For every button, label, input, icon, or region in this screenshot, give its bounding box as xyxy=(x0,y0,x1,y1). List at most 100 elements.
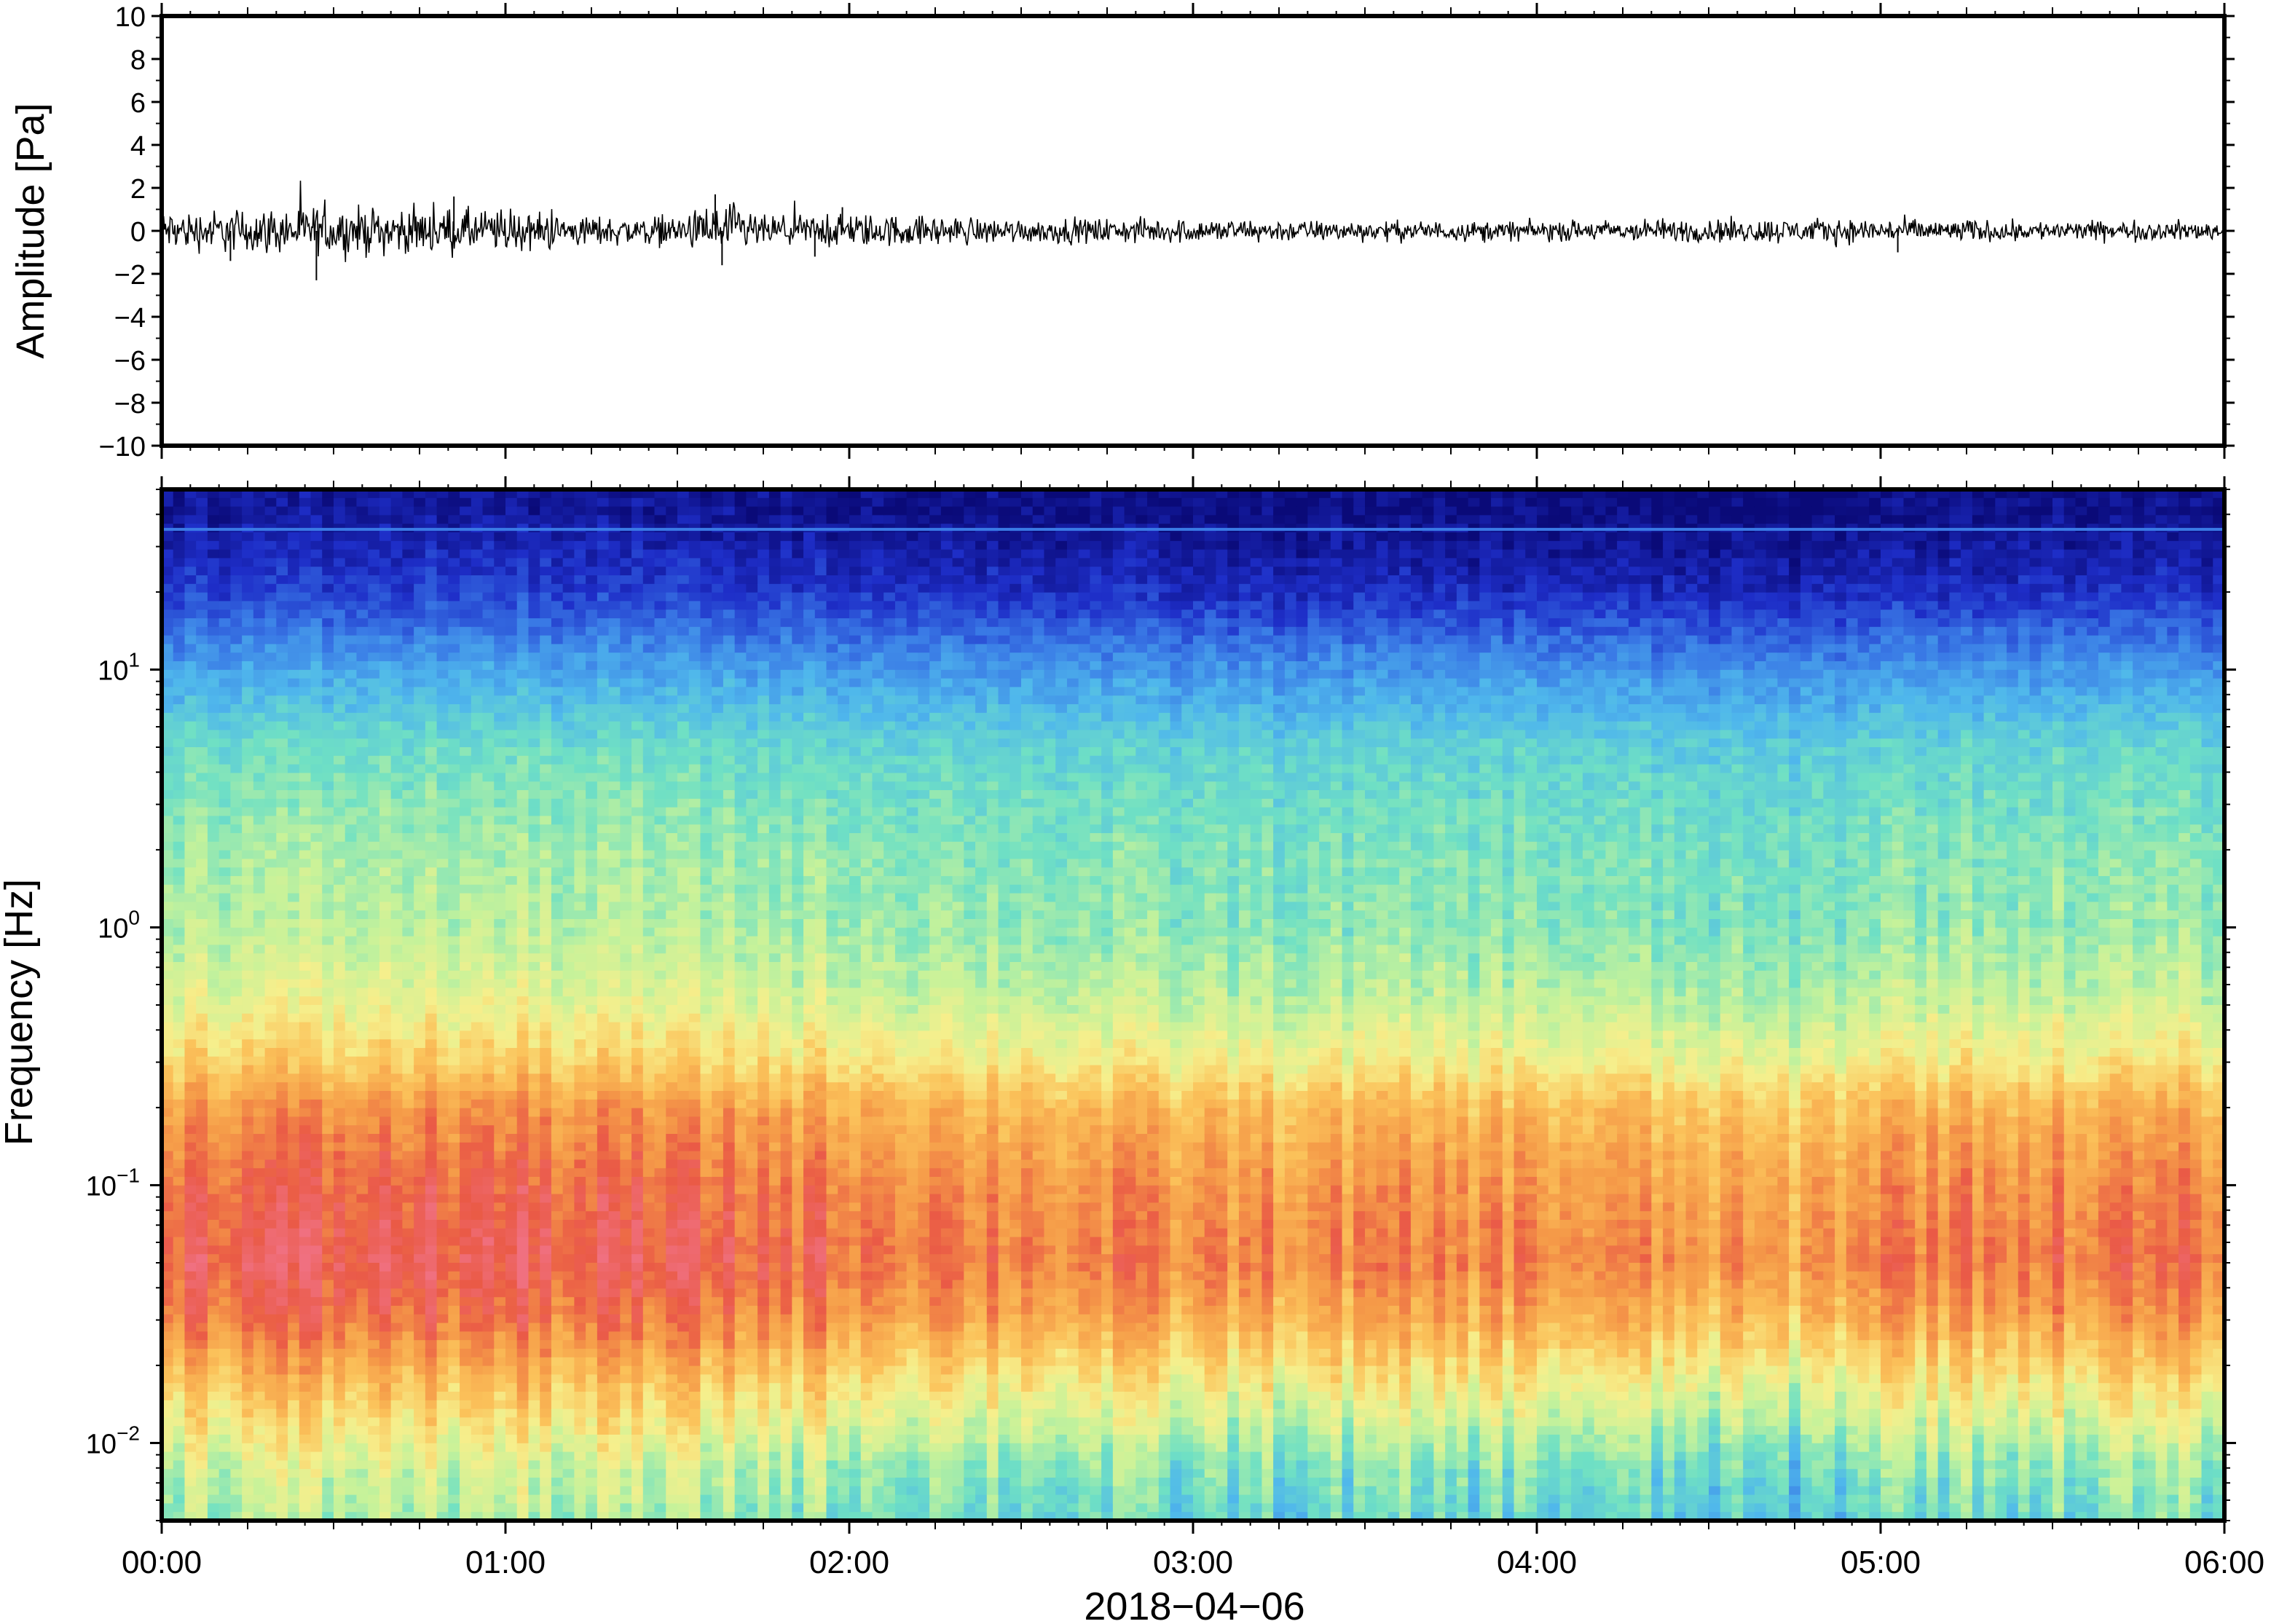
spectrogram-cell xyxy=(402,1288,414,1298)
spectrogram-cell xyxy=(608,1323,621,1333)
spectrogram-cell xyxy=(436,1460,449,1470)
spectrogram-cell xyxy=(334,1013,346,1023)
spectrogram-cell xyxy=(184,1134,197,1143)
spectrogram-cell xyxy=(551,988,564,997)
spectrogram-cell xyxy=(460,1202,472,1212)
spectrogram-cell xyxy=(494,1443,506,1453)
spectrogram-cell xyxy=(402,575,414,585)
spectrogram-cell xyxy=(196,1177,208,1186)
spectrogram-cell xyxy=(184,953,197,963)
spectrogram-cell xyxy=(184,1151,197,1161)
spectrogram-cell xyxy=(276,1099,288,1109)
spectrogram-cell xyxy=(230,592,243,602)
spectrogram-cell xyxy=(264,1443,278,1453)
spectrogram-cell xyxy=(162,1297,174,1306)
spectrogram-cell xyxy=(414,798,426,808)
spectrogram-cell xyxy=(173,859,186,868)
spectrogram-cell xyxy=(242,1228,254,1238)
spectrogram-cell xyxy=(345,1091,358,1100)
spectrogram-cell xyxy=(516,1280,530,1290)
spectrogram-cell xyxy=(219,1254,232,1264)
spectrogram-cell xyxy=(574,1005,586,1014)
spectrogram-cell xyxy=(528,1177,540,1186)
spectrogram-cell xyxy=(597,1237,610,1247)
spectrogram-cell xyxy=(310,592,323,602)
spectrogram-cell xyxy=(162,618,174,628)
spectrogram-cell xyxy=(253,1263,266,1272)
spectrogram-cell xyxy=(242,996,254,1006)
spectrogram-cell xyxy=(562,1323,575,1333)
spectrogram-cell xyxy=(494,996,506,1006)
spectrogram-cell xyxy=(460,1435,472,1444)
spectrogram-cell xyxy=(322,1013,334,1023)
spectrogram-cell xyxy=(425,1306,438,1315)
spectrogram-cell xyxy=(264,1417,278,1427)
spectrogram-cell xyxy=(562,540,575,551)
spectrogram-cell xyxy=(379,919,392,929)
spectrogram-cell xyxy=(574,781,586,791)
spectrogram-cell xyxy=(390,764,404,774)
spectrogram-cell xyxy=(402,1323,414,1333)
spectrogram-cell xyxy=(425,902,438,911)
spectrogram-cell xyxy=(471,669,484,679)
spectrogram-cell xyxy=(414,653,426,662)
spectrogram-cell xyxy=(448,1392,460,1401)
spectrogram-cell xyxy=(219,592,232,602)
spectrogram-cell xyxy=(505,678,518,688)
spectrogram-cell xyxy=(173,1357,186,1367)
spectrogram-cell xyxy=(162,816,174,825)
spectrogram-cell xyxy=(276,1065,288,1075)
spectrogram-cell xyxy=(436,1503,449,1513)
spectrogram-cell xyxy=(505,644,518,653)
spectrogram-cell xyxy=(184,1331,197,1341)
spectrogram-cell xyxy=(207,730,220,739)
spectrogram-cell xyxy=(402,506,414,516)
spectrogram-cell xyxy=(276,610,288,619)
spectrogram-cell xyxy=(184,489,197,499)
spectrogram-cell xyxy=(390,567,404,576)
spectrogram-cell xyxy=(460,798,472,808)
spectrogram-cell xyxy=(390,515,404,524)
spectrogram-cell xyxy=(230,945,243,954)
spectrogram-cell xyxy=(310,1323,323,1333)
spectrogram-cell xyxy=(184,687,197,696)
spectrogram-cell xyxy=(551,1151,564,1161)
spectrogram-cell xyxy=(402,1426,414,1435)
spectrogram-cell xyxy=(184,902,197,911)
spectrogram-cell xyxy=(551,704,564,714)
spectrogram-cell xyxy=(551,1435,564,1444)
spectrogram-cell xyxy=(196,1022,208,1032)
spectrogram-cell xyxy=(494,1048,506,1057)
spectrogram-cell xyxy=(253,1408,266,1419)
spectrogram-cell xyxy=(460,1469,472,1478)
spectrogram-cell xyxy=(516,1082,530,1092)
spectrogram-cell xyxy=(379,687,392,696)
spectrogram-cell xyxy=(219,549,232,559)
spectrogram-cell xyxy=(230,1374,243,1384)
spectrogram-cell xyxy=(310,1228,323,1238)
spectrogram-cell xyxy=(276,1426,288,1435)
spectrogram-cell xyxy=(482,558,495,567)
spectrogram-cell xyxy=(516,798,530,808)
spectrogram-cell xyxy=(597,558,610,567)
spectrogram-cell xyxy=(276,1297,288,1306)
spectrogram-cell xyxy=(562,1357,575,1367)
spectrogram-cell xyxy=(345,532,358,542)
spectrogram-cell xyxy=(242,824,254,834)
spectrogram-cell xyxy=(207,1194,220,1204)
spectrogram-cell xyxy=(276,575,288,585)
spectrogram-cell xyxy=(597,1349,610,1358)
spectrogram-cell xyxy=(505,1099,518,1109)
spectrogram-cell xyxy=(390,653,404,662)
spectrogram-cell xyxy=(310,988,323,997)
spectrogram-cell xyxy=(299,790,312,800)
spectrogram-cell xyxy=(207,1288,220,1298)
spectrogram-cell xyxy=(540,824,552,834)
spectrogram-cell xyxy=(334,592,346,602)
spectrogram-cell xyxy=(322,1460,334,1470)
spectrogram-cell xyxy=(379,1005,392,1014)
spectrogram-cell xyxy=(586,1056,598,1066)
spectrogram-cell xyxy=(448,755,460,765)
spectrogram-cell xyxy=(219,1185,232,1195)
spectrogram-cell xyxy=(390,1073,404,1083)
